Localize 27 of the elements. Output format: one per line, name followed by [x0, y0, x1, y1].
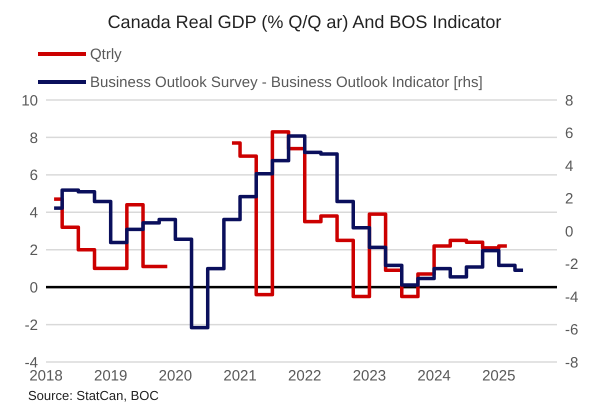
chart-title: Canada Real GDP (% Q/Q ar) And BOS Indicator: [106, 11, 502, 34]
y2-tick-label: -2: [565, 256, 578, 274]
y-tick-label: 2: [30, 242, 38, 260]
y-tick-label: 4: [30, 204, 38, 222]
legend-label: Qtrly: [90, 46, 122, 62]
x-tick-label: 2025: [482, 368, 516, 385]
y2-tick-label: -8: [565, 354, 578, 372]
y-tick-label: -2: [24, 316, 38, 334]
x-tick-label: 2024: [417, 368, 451, 385]
x-tick-label: 2019: [94, 368, 128, 385]
y2-tick-label: -6: [565, 322, 578, 339]
x-tick-label: 2023: [352, 368, 386, 385]
x-tick-label: 2022: [288, 368, 322, 385]
legend-label: Business Outlook Survey - Business Outlook Indicator [rhs]: [90, 74, 483, 90]
y-tick-label: 8: [30, 130, 38, 147]
y-tick-label: 6: [30, 167, 38, 184]
source-note: Source: StatCan, BOC: [27, 388, 160, 403]
y2-tick-label: 0: [565, 223, 574, 240]
y2-tick-label: 2: [565, 190, 574, 208]
y2-tick-label: 8: [565, 92, 574, 110]
y-tick-label: 10: [21, 92, 38, 110]
y-tick-label: 0: [30, 279, 38, 296]
y2-tick-label: 4: [565, 158, 574, 175]
x-tick-label: 2020: [158, 368, 192, 385]
x-tick-label: 2021: [223, 368, 257, 385]
y2-tick-label: 6: [565, 125, 574, 142]
y2-tick-label: -4: [565, 288, 578, 306]
